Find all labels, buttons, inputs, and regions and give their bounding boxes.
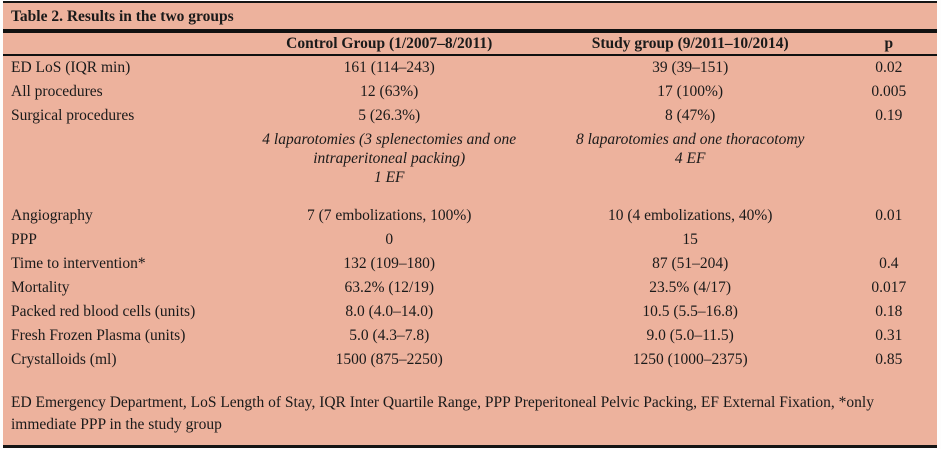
p-value: 0.31 [875, 327, 903, 344]
study-value: 87 (51–204) [652, 255, 729, 272]
column-header-p-value: p [840, 33, 937, 56]
study-value: 10.5 (5.5–16.8) [642, 303, 738, 320]
procedures-detail-row: 4 laparotomies (3 splenectomies and one … [3, 128, 937, 204]
control-value: 1500 (875–2250) [335, 351, 443, 368]
table-row: PPP 0 15 [3, 228, 937, 252]
study-value: 8 (47%) [664, 107, 716, 124]
table-row: All procedures 12 (63%) 17 (100%) 0.005 [3, 80, 937, 104]
header-row: Control Group (1/2007–8/2011) Study grou… [3, 33, 937, 56]
p-value: 0.85 [875, 351, 903, 368]
control-value: 7 (7 embolizations, 100%) [307, 207, 472, 224]
table-row: Mortality 63.2% (12/19) 23.5% (4/17) 0.0… [3, 276, 937, 300]
row-label: PPP [11, 231, 37, 248]
control-value: 8.0 (4.0–14.0) [345, 303, 434, 320]
row-label: Crystalloids (ml) [11, 351, 117, 368]
results-table: Table 2. Results in the two groups Contr… [3, 1, 937, 448]
row-label: All procedures [11, 83, 103, 100]
row-label: Time to intervention* [11, 255, 146, 272]
control-value: 5.0 (4.3–7.8) [349, 327, 430, 344]
table-row: ED LoS (IQR min) 161 (114–243) 39 (39–15… [3, 55, 937, 80]
study-procedures-detail: 8 laparotomies and one thoracotomy 4 EF [540, 128, 841, 204]
row-label: Surgical procedures [11, 107, 135, 124]
table-title: Table 2. Results in the two groups [3, 3, 937, 33]
p-value [841, 128, 937, 204]
p-value: 0.4 [879, 255, 899, 272]
p-value: 0.01 [875, 207, 903, 224]
column-header-label [3, 33, 239, 56]
p-value: 0.19 [875, 107, 903, 124]
study-value: 23.5% (4/17) [649, 279, 732, 296]
table-row: Fresh Frozen Plasma (units) 5.0 (4.3–7.8… [3, 324, 937, 348]
results-grid: Control Group (1/2007–8/2011) Study grou… [3, 33, 937, 372]
control-procedures-detail: 4 laparotomies (3 splenectomies and one … [239, 128, 540, 204]
table-row: Surgical procedures 5 (26.3%) 8 (47%) 0.… [3, 104, 937, 128]
row-label: Angiography [11, 207, 93, 224]
study-ef-note: 4 EF [674, 150, 706, 167]
column-header-control-group: Control Group (1/2007–8/2011) [238, 33, 540, 56]
p-value: 0.005 [871, 83, 907, 100]
control-value: 0 [385, 231, 394, 248]
row-label: Mortality [11, 279, 70, 296]
p-value [841, 228, 937, 252]
p-value: 0.02 [875, 59, 903, 76]
control-value: 12 (63%) [360, 83, 419, 100]
row-label: Packed red blood cells (units) [11, 303, 196, 320]
study-value: 17 (100%) [657, 83, 724, 100]
table-row: Packed red blood cells (units) 8.0 (4.0–… [3, 300, 937, 324]
p-value: 0.017 [871, 279, 907, 296]
control-value: 161 (114–243) [343, 59, 435, 76]
column-header-study-group: Study group (9/2011–10/2014) [539, 33, 841, 56]
table-footnote: ED Emergency Department, LoS Length of S… [11, 394, 874, 433]
p-value: 0.18 [875, 303, 903, 320]
study-laparotomies-note: 8 laparotomies and one thoracotomy [575, 131, 805, 148]
table-row: Angiography 7 (7 embolizations, 100%) 10… [3, 204, 937, 228]
study-value: 39 (39–151) [652, 59, 729, 76]
study-value: 9.0 (5.0–11.5) [646, 327, 734, 344]
control-ef-note: 1 EF [373, 169, 405, 186]
control-value: 5 (26.3%) [358, 107, 421, 124]
table-row: Time to intervention* 132 (109–180) 87 (… [3, 252, 937, 276]
row-label [3, 128, 239, 204]
row-label: Fresh Frozen Plasma (units) [11, 327, 186, 344]
control-value: 63.2% (12/19) [344, 279, 434, 296]
control-laparotomies-note: 4 laparotomies (3 splenectomies and one … [262, 131, 517, 167]
table-row: Crystalloids (ml) 1500 (875–2250) 1250 (… [3, 348, 937, 372]
control-value: 132 (109–180) [343, 255, 436, 272]
row-label: ED LoS (IQR min) [11, 59, 131, 76]
study-value: 10 (4 embolizations, 40%) [607, 207, 773, 224]
study-value: 15 [682, 231, 698, 248]
study-value: 1250 (1000–2375) [632, 351, 748, 368]
